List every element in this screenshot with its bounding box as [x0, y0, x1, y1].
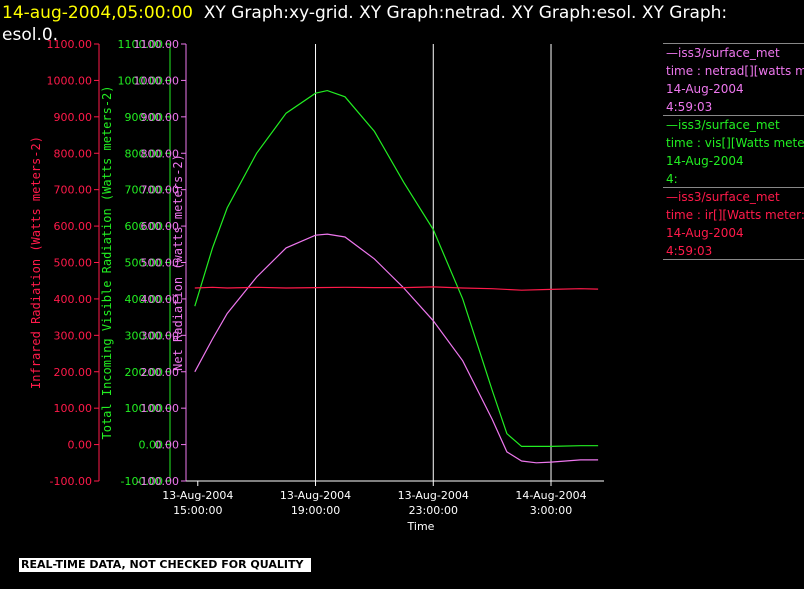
legend-line: 14-Aug-2004 — [666, 226, 744, 240]
y-tick-label-1-10: 900.00 — [125, 111, 164, 124]
y-tick-label-1-11: 1000.00 — [118, 74, 164, 87]
y-tick-label-1-2: 100.00 — [125, 402, 164, 415]
legend-separator — [663, 259, 804, 260]
y-tick-label-1-9: 800.00 — [125, 147, 164, 160]
y-tick-label-0-11: 1000.00 — [47, 74, 93, 87]
y-tick-label-2-10: 900.00 — [141, 111, 180, 124]
y-tick-label-1-0: -100.00 — [121, 475, 163, 488]
y-tick-label-2-0: -100.00 — [137, 475, 179, 488]
legend-line: 4: — [666, 172, 678, 186]
legend-separator — [663, 187, 804, 188]
x-tick-time-3: 3:00:00 — [530, 504, 572, 517]
legend-line: time : vis[][Watts mete — [666, 136, 804, 150]
y-tick-label-2-8: 700.00 — [141, 184, 180, 197]
y-tick-label-1-5: 400.00 — [125, 293, 164, 306]
y-tick-label-2-3: 200.00 — [141, 366, 180, 379]
y-tick-label-0-4: 300.00 — [54, 329, 93, 342]
x-tick-date-1: 13-Aug-2004 — [280, 489, 351, 502]
y-tick-label-1-1: 0.00 — [139, 439, 164, 452]
header-title: 14-aug-2004,05:00:00 XY Graph:xy-grid. X… — [2, 2, 792, 46]
x-tick-date-2: 13-Aug-2004 — [398, 489, 469, 502]
quality-warning: REAL-TIME DATA, NOT CHECKED FOR QUALITY — [19, 558, 311, 572]
header-graphs: XY Graph:xy-grid. XY Graph:netrad. XY Gr… — [203, 3, 728, 23]
y-tick-label-2-2: 100.00 — [141, 402, 180, 415]
x-tick-date-3: 14-Aug-2004 — [515, 489, 586, 502]
y-tick-label-0-2: 100.00 — [54, 402, 93, 415]
y-tick-label-2-11: 1000.00 — [134, 74, 180, 87]
y-axis-title-2: Net Radiation (watts meters-2) — [171, 154, 185, 371]
y-tick-label-1-12: 1100.00 — [118, 38, 164, 51]
header-graphs-continued: esol.0. — [2, 25, 59, 45]
y-tick-label-1-3: 200.00 — [125, 366, 164, 379]
series-line-1 — [194, 89, 599, 447]
legend-separator — [663, 115, 804, 116]
legend-line: —iss3/surface_met — [666, 118, 780, 132]
y-tick-label-1-8: 700.00 — [125, 184, 164, 197]
y-tick-label-0-5: 400.00 — [54, 293, 93, 306]
legend-line: 14-Aug-2004 — [666, 154, 744, 168]
y-tick-label-0-3: 200.00 — [54, 366, 93, 379]
y-tick-label-0-10: 900.00 — [54, 111, 93, 124]
y-tick-label-0-0: -100.00 — [50, 475, 92, 488]
y-tick-label-2-12: 1100.00 — [134, 38, 180, 51]
legend-line: 14-Aug-2004 — [666, 82, 744, 96]
x-tick-time-1: 19:00:00 — [291, 504, 340, 517]
y-tick-label-2-1: 0.00 — [155, 439, 180, 452]
y-tick-label-1-6: 500.00 — [125, 257, 164, 270]
x-tick-time-2: 23:00:00 — [409, 504, 458, 517]
y-tick-label-2-7: 600.00 — [141, 220, 180, 233]
legend-line: 4:59:03 — [666, 244, 713, 258]
series-line-2 — [194, 233, 599, 464]
y-tick-label-0-12: 1100.00 — [47, 38, 93, 51]
y-tick-label-2-6: 500.00 — [141, 257, 180, 270]
y-tick-label-1-7: 600.00 — [125, 220, 164, 233]
legend-line: —iss3/surface_met — [666, 190, 780, 204]
series-line-0 — [194, 286, 599, 291]
y-axis-title-1: Total Incoming Visible Radiation (Watts … — [100, 85, 114, 439]
legend-line: 4:59:03 — [666, 100, 713, 114]
legend-separator — [663, 43, 804, 44]
y-tick-label-0-1: 0.00 — [68, 439, 93, 452]
y-tick-label-0-6: 500.00 — [54, 257, 93, 270]
x-tick-date-0: 13-Aug-2004 — [162, 489, 233, 502]
y-tick-label-1-4: 300.00 — [125, 329, 164, 342]
y-tick-label-2-5: 400.00 — [141, 293, 180, 306]
x-tick-time-0: 15:00:00 — [173, 504, 222, 517]
y-tick-label-2-4: 300.00 — [141, 329, 180, 342]
y-tick-label-0-9: 800.00 — [54, 147, 93, 160]
y-tick-label-2-9: 800.00 — [141, 147, 180, 160]
y-axis-title-0: Infrared Radiation (Watts meters-2) — [29, 136, 43, 389]
legend-line: —iss3/surface_met — [666, 46, 780, 60]
y-tick-label-0-8: 700.00 — [54, 184, 93, 197]
header-timestamp: 14-aug-2004,05:00:00 — [2, 3, 193, 23]
x-axis-title: Time — [407, 520, 435, 533]
legend-line: time : ir[][Watts meter: — [666, 208, 804, 222]
legend-line: time : netrad[][watts me — [666, 64, 804, 78]
y-tick-label-0-7: 600.00 — [54, 220, 93, 233]
